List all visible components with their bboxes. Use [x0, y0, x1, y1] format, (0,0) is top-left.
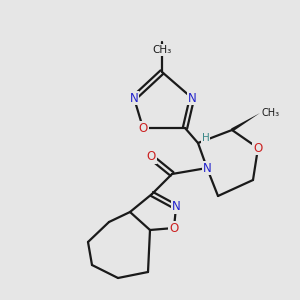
Text: O: O [169, 221, 178, 235]
Text: CH₃: CH₃ [152, 45, 172, 55]
Text: O: O [146, 151, 156, 164]
Text: N: N [202, 161, 211, 175]
Text: O: O [138, 122, 148, 134]
Text: N: N [130, 92, 138, 104]
Polygon shape [231, 113, 260, 131]
Text: H: H [202, 133, 210, 143]
Text: O: O [254, 142, 262, 154]
Text: N: N [188, 92, 196, 104]
Text: CH₃: CH₃ [262, 108, 280, 118]
Text: N: N [172, 200, 180, 214]
